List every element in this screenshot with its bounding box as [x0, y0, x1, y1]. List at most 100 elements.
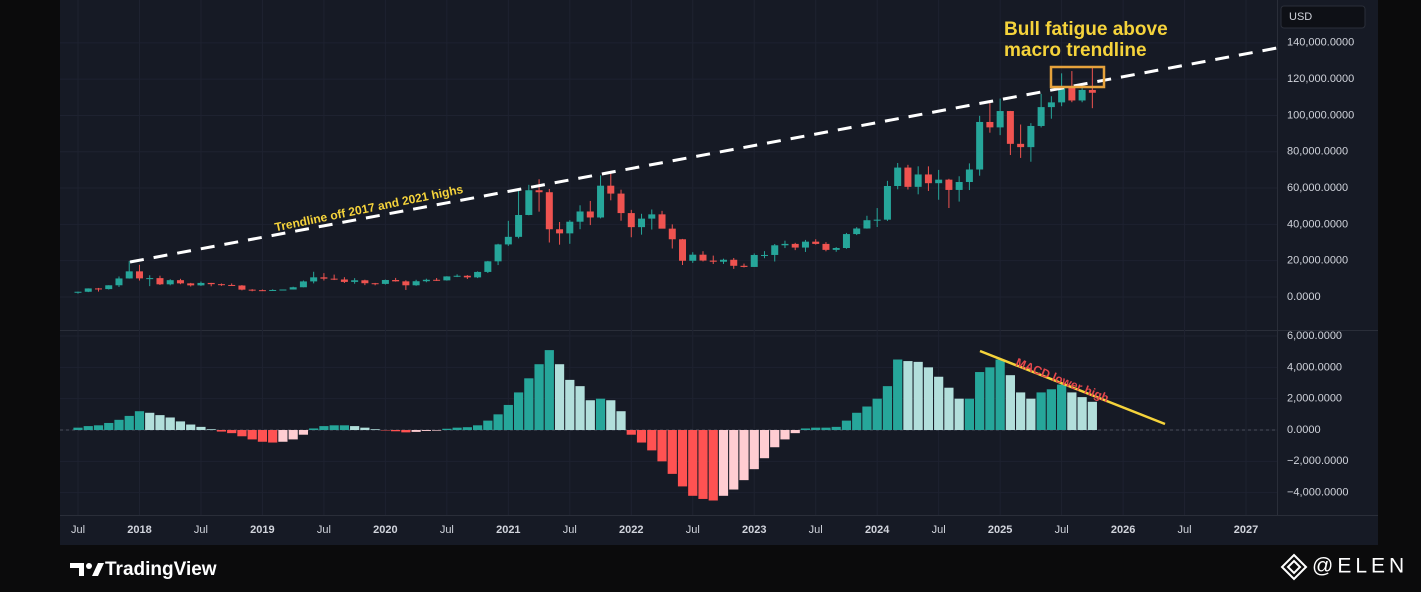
candle-body — [320, 277, 328, 279]
histogram-bar — [442, 428, 452, 431]
candle-body — [730, 259, 738, 266]
x-tick-label: 2018 — [127, 524, 151, 536]
candle-body — [617, 193, 625, 214]
highlight-box — [1049, 65, 1106, 89]
candle-body — [832, 248, 840, 250]
candle-body — [689, 254, 697, 261]
y-tick-label: 4,000.0000 — [1287, 361, 1342, 373]
candle-body — [351, 280, 359, 282]
x-tick-label: 2026 — [1111, 524, 1135, 536]
candle-body — [842, 234, 850, 249]
histogram-bar — [155, 415, 165, 431]
candle-body — [289, 287, 297, 290]
histogram-bar — [821, 427, 831, 431]
histogram-bar — [93, 425, 104, 431]
candle-body — [228, 284, 236, 286]
y-tick-label: 20,000.0000 — [1287, 255, 1348, 267]
histogram-bar — [544, 350, 554, 431]
histogram-bar — [391, 430, 401, 432]
histogram-bar — [1026, 398, 1036, 431]
candle-body — [330, 278, 338, 280]
histogram-bar — [1067, 392, 1077, 431]
candle-body — [914, 174, 922, 187]
histogram-bar — [114, 419, 124, 431]
histogram-bar — [995, 359, 1005, 431]
histogram-bar — [780, 430, 790, 440]
y-tick-label: 0.0000 — [1287, 291, 1321, 303]
histogram-bar — [175, 421, 186, 431]
histogram-bar — [513, 392, 524, 431]
histogram-bar — [636, 430, 647, 443]
histogram-bar — [585, 400, 595, 431]
candle-body — [1027, 125, 1035, 148]
y-tick-label: 80,000.0000 — [1287, 146, 1348, 158]
histogram-bar — [903, 361, 913, 431]
histogram-bar — [688, 430, 698, 496]
x-tick-label: 2024 — [865, 524, 890, 536]
x-tick-label: 2022 — [619, 524, 643, 536]
histogram-bar — [770, 430, 780, 448]
candle-body — [556, 229, 564, 234]
histogram-bar — [800, 428, 811, 431]
x-tick-label: 2023 — [742, 524, 766, 536]
histogram-bar — [749, 430, 759, 470]
histogram-bar — [145, 412, 155, 431]
candle-body — [791, 243, 799, 248]
candle-body — [248, 289, 256, 291]
candle-body — [924, 174, 932, 184]
histogram-bar — [964, 398, 975, 431]
candle-body — [105, 285, 113, 290]
histogram-bar — [104, 422, 114, 431]
histogram-bar — [565, 379, 575, 431]
histogram-bar — [923, 367, 934, 431]
candle-body — [1058, 86, 1066, 103]
candle-body — [146, 278, 154, 280]
histogram-bar — [1077, 397, 1087, 431]
candle-body — [443, 276, 451, 281]
candle-body — [822, 243, 830, 250]
candle-body — [976, 121, 984, 170]
candle-body — [545, 192, 553, 230]
histogram-bar — [370, 429, 380, 431]
candle-body — [484, 261, 492, 272]
histogram-bar — [657, 430, 667, 462]
y-tick-label: 6,000.0000 — [1287, 330, 1342, 342]
y-tick-label: 0.0000 — [1287, 424, 1321, 436]
candle-body — [566, 221, 574, 234]
histogram-bar — [913, 361, 923, 431]
candle-body — [1078, 89, 1086, 101]
brand: TradingView — [105, 559, 217, 580]
candle-body — [217, 284, 225, 286]
candle-body — [115, 278, 123, 286]
candle-body — [648, 214, 656, 219]
candle-body — [597, 185, 605, 218]
candle-body — [207, 282, 215, 285]
x-tick-label: Jul — [932, 524, 946, 536]
histogram-bar — [462, 427, 472, 431]
candle-body — [781, 243, 789, 246]
annotation: macro trendline — [1004, 40, 1147, 61]
histogram-bar — [985, 367, 995, 431]
histogram-bar — [626, 430, 636, 435]
histogram-bar — [1016, 392, 1026, 431]
candle-body — [166, 280, 174, 285]
candle-body — [371, 283, 379, 285]
histogram-bar — [421, 430, 431, 431]
watermark: @ELEN — [1312, 555, 1408, 578]
candle-body — [607, 185, 615, 194]
histogram-bar — [831, 426, 841, 431]
candle-body — [894, 167, 902, 187]
histogram-bar — [278, 430, 288, 442]
candle-body — [812, 241, 820, 244]
histogram-bar — [882, 386, 893, 431]
x-tick-label: Jul — [317, 524, 331, 536]
candle-body — [535, 190, 543, 193]
histogram-bar — [524, 378, 534, 431]
histogram-bar — [339, 425, 349, 431]
histogram-bar — [852, 412, 862, 431]
candle-body — [412, 281, 420, 286]
x-tick-label: 2020 — [373, 524, 397, 536]
histogram-bar — [841, 420, 852, 431]
histogram-bar — [206, 429, 216, 431]
